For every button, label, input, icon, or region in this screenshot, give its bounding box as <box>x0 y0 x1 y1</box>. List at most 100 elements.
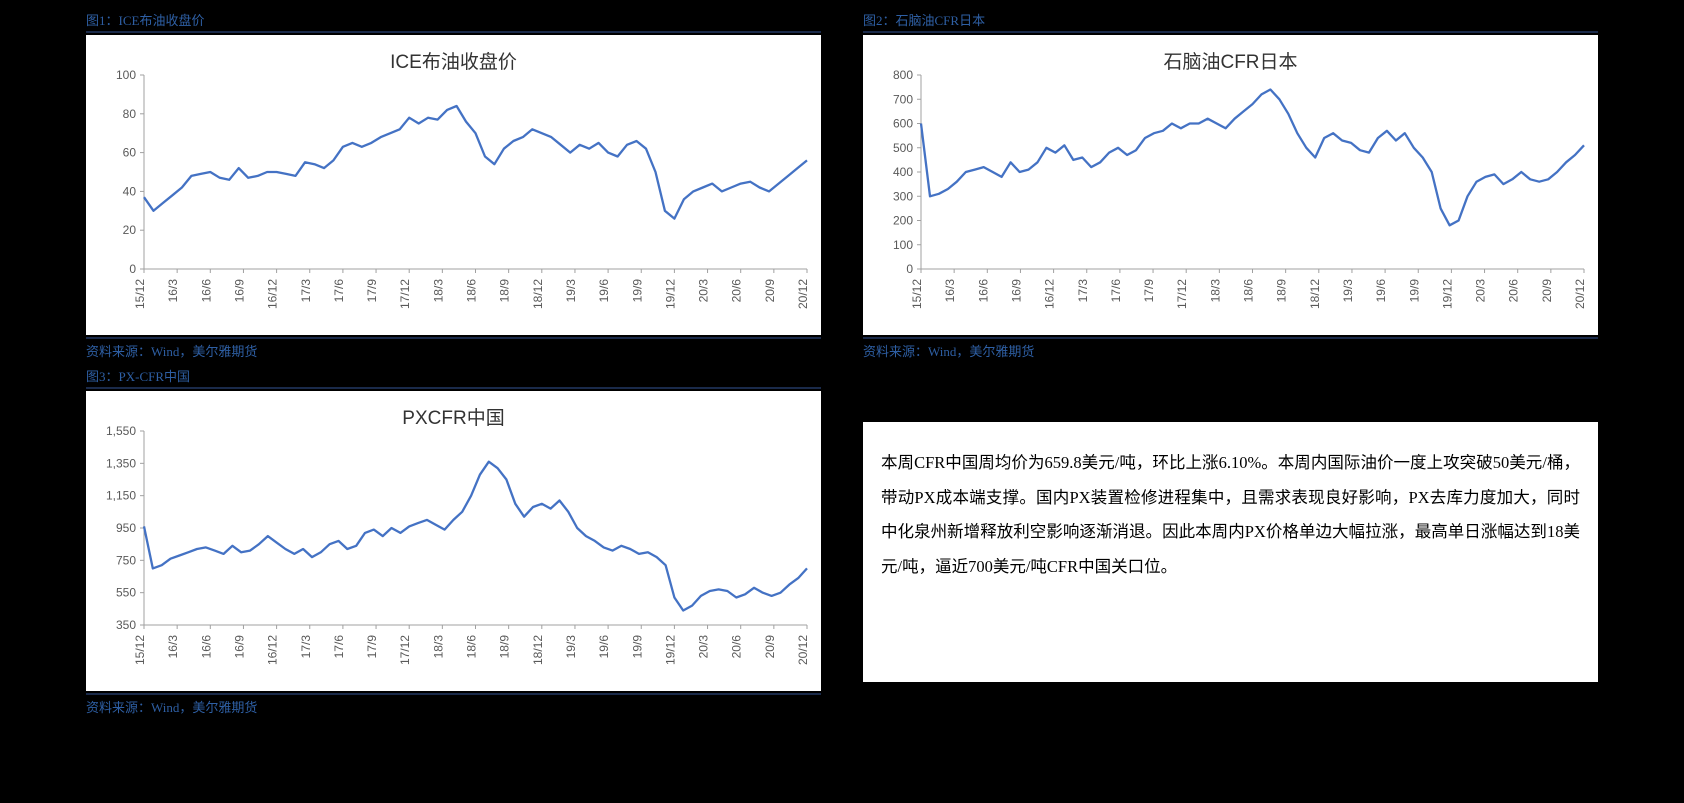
svg-text:600: 600 <box>893 117 913 131</box>
svg-text:15/12: 15/12 <box>133 635 147 665</box>
svg-text:17/12: 17/12 <box>398 279 412 309</box>
svg-text:19/6: 19/6 <box>597 279 611 303</box>
svg-text:18/3: 18/3 <box>1208 279 1222 303</box>
svg-text:20/12: 20/12 <box>1573 279 1587 309</box>
svg-text:750: 750 <box>116 553 136 567</box>
svg-text:16/3: 16/3 <box>943 279 957 303</box>
svg-text:16/6: 16/6 <box>976 279 990 303</box>
svg-text:550: 550 <box>116 586 136 600</box>
chart2-block: 图2：石脑油CFR日本 石脑油CFR日本 0 100 200 300 400 500 600… <box>863 8 1598 360</box>
svg-text:18/12: 18/12 <box>531 279 545 309</box>
svg-text:17/12: 17/12 <box>398 635 412 665</box>
svg-text:60: 60 <box>123 146 137 160</box>
svg-text:15/12: 15/12 <box>133 279 147 309</box>
svg-text:950: 950 <box>116 521 136 535</box>
svg-text:20/3: 20/3 <box>697 279 711 303</box>
svg-text:18/9: 18/9 <box>498 279 512 303</box>
svg-text:19/6: 19/6 <box>597 635 611 659</box>
svg-text:20/3: 20/3 <box>1474 279 1488 303</box>
chart1-area: ICE布油收盘价 0 20 40 60 80 100 15/12 16/3 16/6 16/9 16… <box>86 35 821 335</box>
chart1-caption: 图1：ICE布油收盘价 <box>86 8 821 33</box>
svg-text:40: 40 <box>123 184 137 198</box>
svg-text:20/12: 20/12 <box>796 635 810 665</box>
svg-text:20/3: 20/3 <box>697 635 711 659</box>
svg-text:20/6: 20/6 <box>1507 279 1521 303</box>
chart1-block: 图1：ICE布油收盘价 ICE布油收盘价 0 20 40 60 80 100 15/12 16… <box>86 8 821 360</box>
svg-text:17/12: 17/12 <box>1175 279 1189 309</box>
chart3-block: 图3：PX-CFR中国 PXCFR中国 3505507509501,1501,3… <box>86 364 821 716</box>
svg-text:17/3: 17/3 <box>299 279 313 303</box>
svg-text:20/12: 20/12 <box>796 279 810 309</box>
chart1-svg: 0 20 40 60 80 100 15/12 16/3 16/6 16/9 16/12 17/3 17… <box>86 35 821 335</box>
svg-text:400: 400 <box>893 165 913 179</box>
svg-text:18/6: 18/6 <box>1242 279 1256 303</box>
chart2-caption: 图2：石脑油CFR日本 <box>863 8 1598 33</box>
svg-text:20/9: 20/9 <box>763 279 777 303</box>
svg-text:16/3: 16/3 <box>166 635 180 659</box>
svg-text:0: 0 <box>129 262 136 276</box>
commentary-text: 本周CFR中国周均价为659.8美元/吨，环比上涨6.10%。本周内国际油价一度… <box>863 422 1598 682</box>
svg-text:18/6: 18/6 <box>465 635 479 659</box>
svg-text:20/9: 20/9 <box>763 635 777 659</box>
svg-text:500: 500 <box>893 141 913 155</box>
svg-text:18/3: 18/3 <box>431 279 445 303</box>
svg-text:17/3: 17/3 <box>299 635 313 659</box>
svg-text:16/6: 16/6 <box>199 635 213 659</box>
svg-text:800: 800 <box>893 68 913 82</box>
svg-text:19/9: 19/9 <box>630 279 644 303</box>
svg-text:18/9: 18/9 <box>1275 279 1289 303</box>
svg-text:19/9: 19/9 <box>630 635 644 659</box>
svg-text:17/6: 17/6 <box>332 635 346 659</box>
svg-text:20/6: 20/6 <box>730 635 744 659</box>
svg-text:19/3: 19/3 <box>1341 279 1355 303</box>
svg-text:100: 100 <box>116 68 136 82</box>
svg-text:20/6: 20/6 <box>730 279 744 303</box>
svg-text:18/9: 18/9 <box>498 635 512 659</box>
svg-text:20/9: 20/9 <box>1540 279 1554 303</box>
svg-text:19/12: 19/12 <box>1440 279 1454 309</box>
chart3-svg: 3505507509501,1501,3501,55015/1216/316/6… <box>86 391 821 691</box>
chart3-title: PXCFR中国 <box>402 403 504 430</box>
svg-text:16/6: 16/6 <box>199 279 213 303</box>
svg-text:17/3: 17/3 <box>1076 279 1090 303</box>
svg-text:17/6: 17/6 <box>332 279 346 303</box>
svg-text:19/3: 19/3 <box>564 279 578 303</box>
svg-text:16/12: 16/12 <box>266 279 280 309</box>
svg-text:18/12: 18/12 <box>531 635 545 665</box>
svg-text:100: 100 <box>893 238 913 252</box>
svg-text:200: 200 <box>893 214 913 228</box>
svg-text:19/9: 19/9 <box>1407 279 1421 303</box>
svg-text:1,550: 1,550 <box>106 424 136 438</box>
svg-text:16/9: 16/9 <box>232 635 246 659</box>
chart1-title: ICE布油收盘价 <box>390 47 517 74</box>
chart3-area: PXCFR中国 3505507509501,1501,3501,55015/12… <box>86 391 821 691</box>
svg-text:16/3: 16/3 <box>166 279 180 303</box>
svg-text:16/12: 16/12 <box>266 635 280 665</box>
svg-text:19/6: 19/6 <box>1374 279 1388 303</box>
svg-text:17/9: 17/9 <box>365 635 379 659</box>
svg-text:19/3: 19/3 <box>564 635 578 659</box>
chart2-source: 资料来源：Wind，美尔雅期货 <box>863 337 1598 360</box>
svg-text:16/9: 16/9 <box>232 279 246 303</box>
svg-text:1,350: 1,350 <box>106 456 136 470</box>
svg-text:700: 700 <box>893 92 913 106</box>
svg-text:19/12: 19/12 <box>663 279 677 309</box>
svg-text:16/12: 16/12 <box>1043 279 1057 309</box>
commentary-block: 本周CFR中国周均价为659.8美元/吨，环比上涨6.10%。本周内国际油价一度… <box>863 364 1598 716</box>
svg-text:17/9: 17/9 <box>1142 279 1156 303</box>
svg-text:18/3: 18/3 <box>431 635 445 659</box>
svg-text:15/12: 15/12 <box>910 279 924 309</box>
svg-text:16/9: 16/9 <box>1009 279 1023 303</box>
svg-text:80: 80 <box>123 107 137 121</box>
svg-text:18/12: 18/12 <box>1308 279 1322 309</box>
page-grid: 图1：ICE布油收盘价 ICE布油收盘价 0 20 40 60 80 100 15/12 16… <box>0 0 1684 724</box>
svg-text:19/12: 19/12 <box>663 635 677 665</box>
chart1-source: 资料来源：Wind，美尔雅期货 <box>86 337 821 360</box>
svg-text:20: 20 <box>123 223 137 237</box>
svg-text:0: 0 <box>906 262 913 276</box>
chart3-caption: 图3：PX-CFR中国 <box>86 364 821 389</box>
chart2-title: 石脑油CFR日本 <box>1163 47 1297 74</box>
svg-text:300: 300 <box>893 189 913 203</box>
chart3-source: 资料来源：Wind，美尔雅期货 <box>86 693 821 716</box>
svg-text:17/6: 17/6 <box>1109 279 1123 303</box>
